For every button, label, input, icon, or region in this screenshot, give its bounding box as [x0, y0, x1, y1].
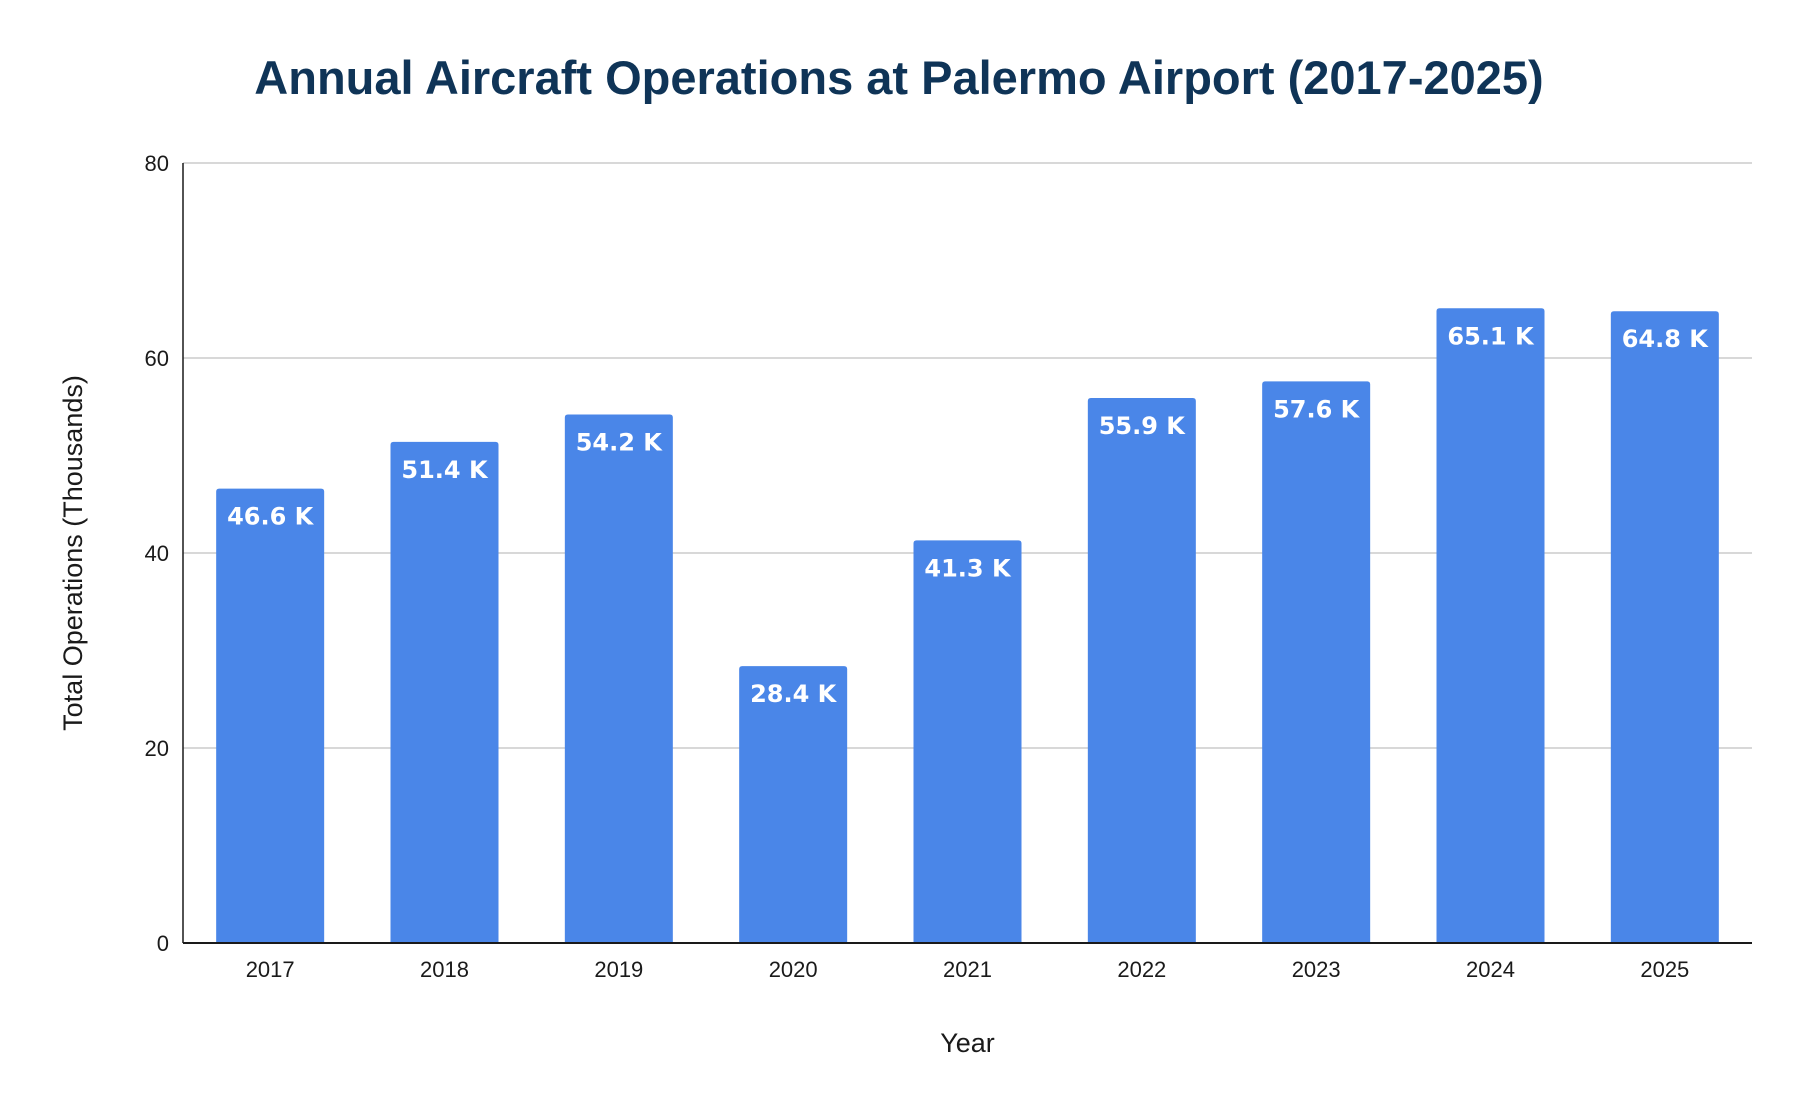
y-tick-label: 40 [145, 541, 169, 566]
bars [216, 308, 1719, 944]
y-tick-label: 60 [145, 346, 169, 371]
bar-data-label: 55.9 K [1099, 412, 1187, 440]
x-tick-label: 2019 [594, 957, 643, 982]
chart-title: Annual Aircraft Operations at Palermo Ai… [254, 51, 1544, 104]
bar-2022 [1087, 397, 1196, 944]
x-tick-label: 2017 [246, 957, 295, 982]
bar-data-label: 65.1 K [1447, 322, 1535, 350]
x-tick-label: 2024 [1466, 957, 1515, 982]
bar-2020 [739, 666, 848, 943]
bar-2023 [1262, 381, 1371, 943]
y-tick-label: 80 [145, 151, 169, 176]
x-tick-label: 2020 [769, 957, 818, 982]
bar-data-label: 54.2 K [576, 429, 664, 457]
bar-data-label: 41.3 K [924, 554, 1012, 582]
x-tick-label: 2023 [1292, 957, 1341, 982]
x-tick-label: 2021 [943, 957, 992, 982]
bar-data-label: 57.6 K [1273, 395, 1361, 423]
y-axis-title: Total Operations (Thousands) [58, 375, 88, 731]
bar-data-labels: 46.6 K 51.4 K 54.2 K 28.4 K 41.3 K 55.9 K 57.6… [227, 322, 1709, 708]
x-axis-title: Year [940, 1028, 995, 1058]
x-axis-ticks: 2017 2018 2019 2020 2021 2022 2023 2024 2025 [246, 957, 1690, 982]
bar-data-label: 28.4 K [750, 680, 838, 708]
y-tick-label: 20 [145, 736, 169, 761]
bar-2025 [1610, 311, 1719, 943]
bar-data-label: 46.6 K [227, 503, 315, 531]
y-tick-label: 0 [157, 931, 169, 956]
bar-2024 [1436, 308, 1545, 943]
bar-data-label: 51.4 K [401, 456, 489, 484]
y-axis-ticks: 0 20 40 60 80 [145, 151, 169, 956]
bar-2018 [390, 441, 499, 943]
x-tick-label: 2022 [1117, 957, 1166, 982]
bar-2017 [216, 488, 325, 943]
bar-2021 [913, 540, 1022, 943]
x-tick-label: 2018 [420, 957, 469, 982]
bar-data-label: 64.8 K [1622, 325, 1710, 353]
bar-2019 [564, 414, 673, 943]
x-tick-label: 2025 [1640, 957, 1689, 982]
